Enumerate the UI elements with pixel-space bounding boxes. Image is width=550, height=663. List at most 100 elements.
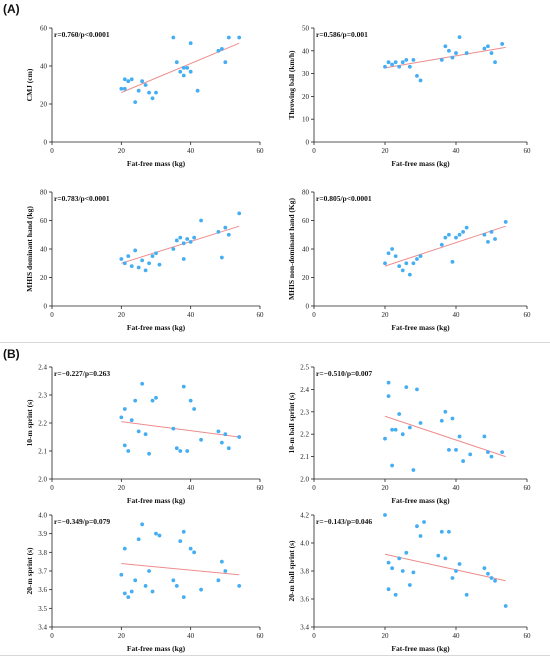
data-point — [489, 576, 494, 580]
data-point — [383, 261, 387, 266]
data-point — [482, 46, 487, 51]
data-point — [454, 235, 458, 240]
data-point — [119, 415, 124, 420]
y-tick-label: 2.0 — [38, 476, 47, 484]
x-tick-label: 20 — [118, 632, 126, 640]
y-tick-label: 0 — [44, 303, 48, 311]
x-tick-label: 0 — [50, 147, 54, 155]
section-label-a: (A) — [3, 2, 20, 16]
x-tick-label: 60 — [257, 484, 265, 492]
data-point — [192, 235, 197, 240]
data-point — [122, 86, 127, 91]
x-tick-label: 60 — [257, 147, 265, 155]
data-point — [454, 51, 458, 55]
data-point — [489, 51, 494, 55]
data-point — [171, 426, 176, 431]
data-point — [447, 232, 451, 237]
data-point — [147, 451, 151, 456]
data-point — [119, 257, 124, 261]
data-point — [143, 83, 148, 87]
data-point — [157, 262, 162, 267]
x-tick-label: 60 — [524, 147, 532, 155]
x-tick-label: 20 — [118, 311, 126, 319]
x-tick-label: 0 — [312, 147, 316, 155]
data-point — [154, 531, 158, 536]
data-point — [237, 35, 242, 40]
data-point — [136, 537, 141, 542]
data-point — [226, 232, 231, 237]
data-point — [500, 42, 505, 46]
data-point — [133, 100, 138, 104]
x-tick-label: 60 — [524, 484, 532, 492]
x-tick-label: 0 — [312, 311, 316, 319]
x-tick-label: 40 — [453, 147, 461, 155]
y-tick-label: 0 — [306, 139, 310, 147]
x-tick-label: 20 — [382, 147, 390, 155]
data-point — [199, 587, 203, 592]
x-axis-title: Fat-free mass (kg) — [127, 323, 186, 332]
data-point — [171, 578, 176, 583]
data-point — [119, 572, 124, 577]
data-point — [386, 587, 391, 592]
x-tick-label: 60 — [524, 311, 532, 319]
data-point — [443, 556, 448, 561]
data-point — [126, 254, 131, 259]
data-point — [411, 58, 416, 62]
data-point — [486, 239, 490, 244]
data-point — [185, 449, 190, 453]
data-point — [461, 230, 465, 234]
data-point — [136, 265, 141, 270]
y-tick-label: 0 — [44, 139, 48, 147]
data-point — [216, 429, 221, 434]
data-point — [393, 592, 398, 597]
correlation-stat: r=−0.510/p=0.007 — [316, 369, 372, 378]
y-tick-label: 3.6 — [300, 596, 309, 604]
data-point — [397, 264, 402, 268]
data-point — [415, 73, 419, 78]
data-point — [150, 589, 155, 594]
y-tick-label: 3.8 — [300, 568, 309, 576]
data-point — [422, 520, 426, 524]
y-tick-label: 20 — [40, 101, 48, 109]
x-tick-label: 0 — [50, 311, 54, 319]
data-point — [407, 64, 412, 69]
correlation-stat: r=0.586/p=0.001 — [316, 30, 368, 39]
data-point — [154, 395, 158, 400]
chart-10m-sprint: 10-m sprint (s) 2.0 2.1 2.2 2.3 2.4 0 20 40 60 Fat… — [25, 364, 265, 506]
x-tick-label: 40 — [187, 147, 195, 155]
data-point — [216, 48, 221, 53]
y-tick-label: 60 — [40, 217, 48, 225]
data-point — [386, 560, 391, 565]
data-point — [482, 232, 487, 237]
data-point — [195, 88, 200, 93]
correlation-stat: r=−0.143/p=0.046 — [316, 517, 372, 526]
data-point — [411, 570, 416, 575]
data-point — [178, 69, 183, 74]
data-point — [454, 569, 458, 573]
y-tick-label: 3.9 — [38, 530, 47, 538]
data-point — [171, 247, 176, 251]
data-point — [237, 584, 242, 588]
data-point — [178, 539, 183, 544]
data-point — [199, 218, 203, 223]
data-point — [383, 64, 387, 69]
chart-20m-sprint: 20-m sprint (s) 3.4 3.5 3.6 3.7 3.8 3.9 4.0 0 20 4… — [25, 512, 264, 654]
x-tick-label: 0 — [50, 484, 54, 492]
data-point — [418, 78, 423, 83]
data-point — [450, 259, 455, 264]
y-tick-label: 3.4 — [38, 624, 47, 632]
data-point — [181, 257, 186, 261]
data-point — [143, 268, 148, 273]
data-point — [199, 437, 203, 442]
data-point — [390, 62, 394, 67]
chart-throwing-ball: Throwing ball (km/h) 0 10 20 30 40 50 0 20 40 60 Fa… — [287, 25, 532, 169]
data-point — [500, 450, 505, 455]
data-point — [216, 230, 221, 234]
chart-10m-ball-sprint: 10-m ball sprint (s) 2.0 2.1 2.2 2.3 2.4 2.5 0 2… — [287, 364, 532, 506]
y-tick-label: 3.8 — [38, 549, 47, 557]
y-tick-label: 40 — [302, 246, 310, 254]
data-point — [393, 427, 398, 432]
y-tick-label: 4.0 — [300, 540, 309, 548]
data-point — [461, 459, 465, 463]
data-point — [450, 576, 455, 580]
